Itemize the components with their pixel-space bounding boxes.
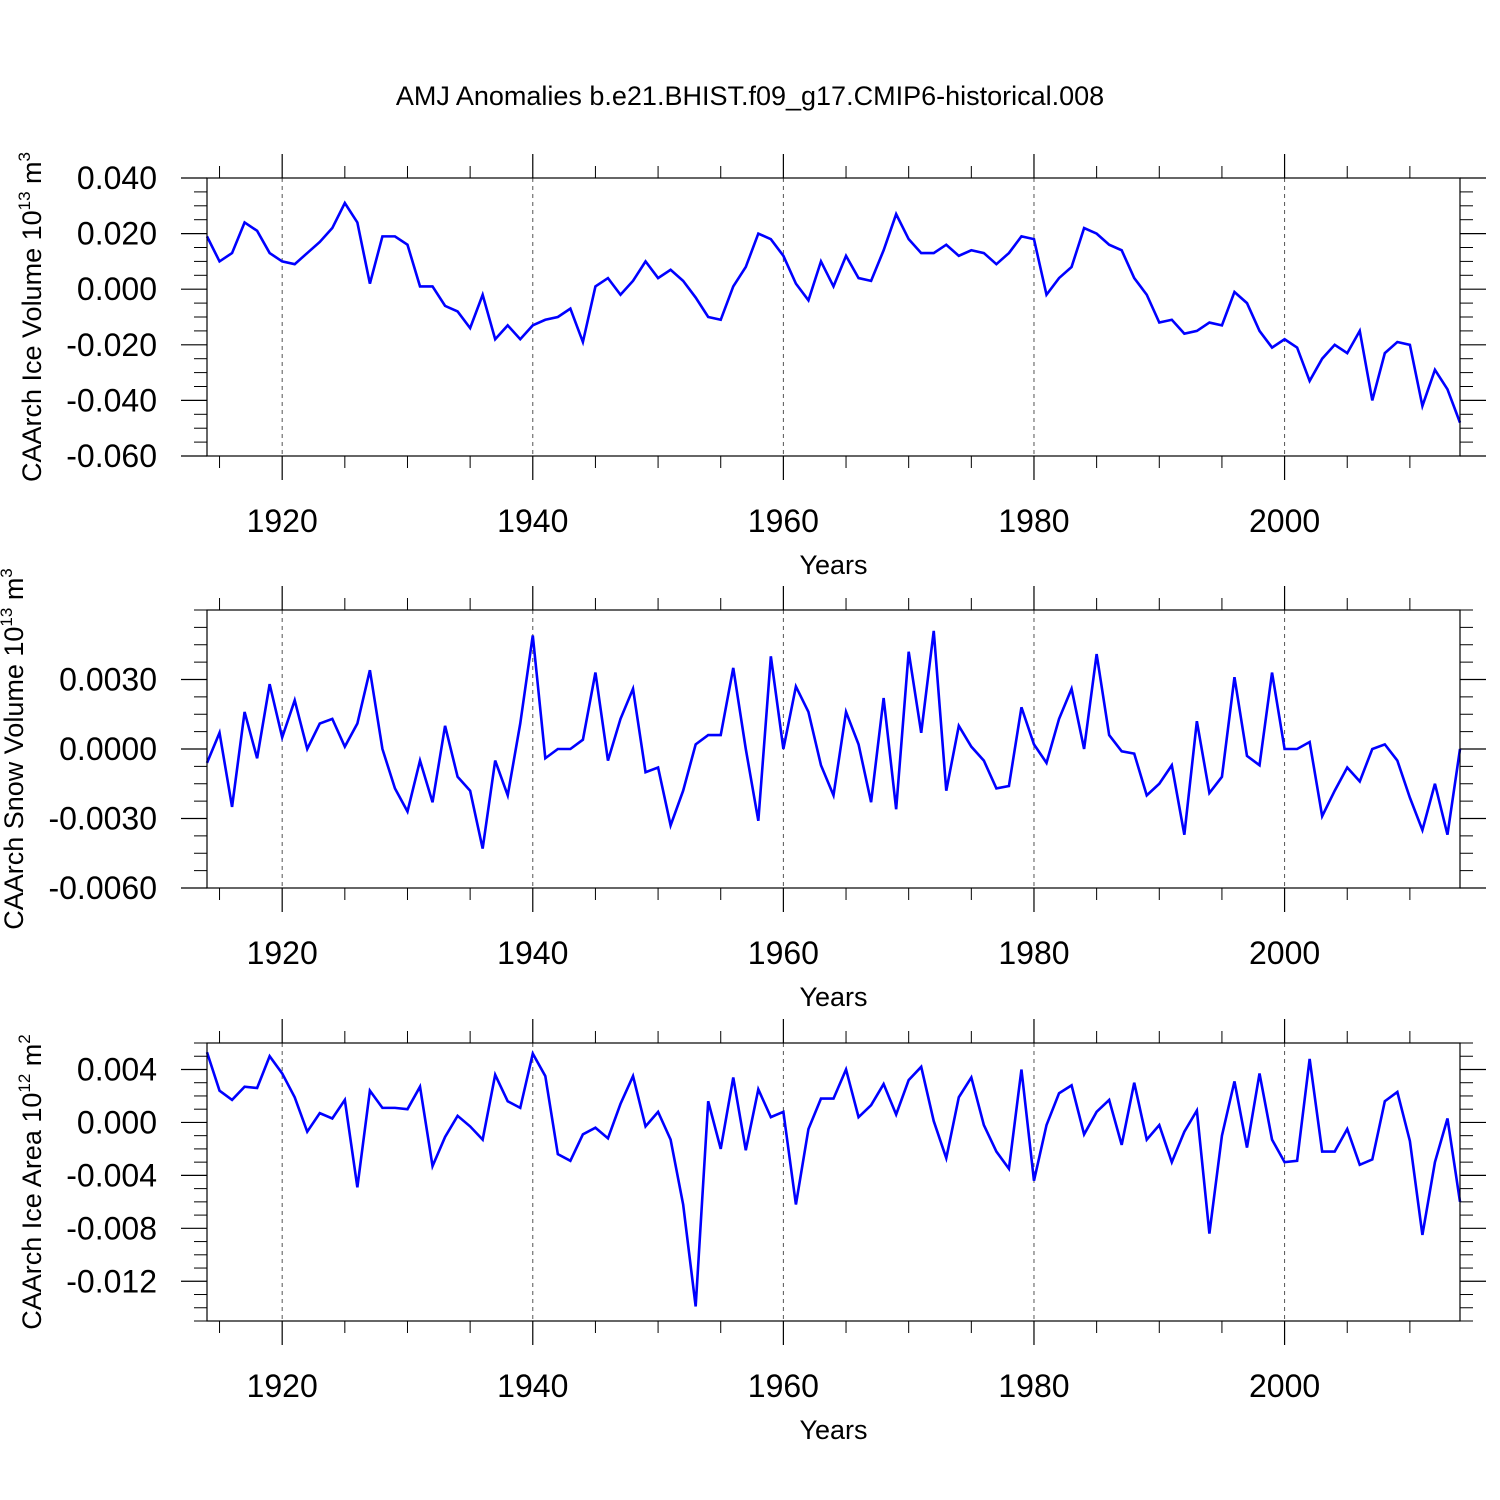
x-tick-label: 1980 (998, 935, 1069, 971)
x-tick-label: 1980 (998, 1368, 1069, 1404)
x-tick-label: 1920 (247, 1368, 318, 1404)
x-axis-label: Years (799, 1415, 867, 1445)
y-tick-label: 0.0030 (59, 662, 157, 698)
y-axis-label-text: CAArch Ice Volume 10 (17, 210, 47, 482)
x-tick-label: 1980 (998, 503, 1069, 539)
y-tick-label: -0.020 (66, 327, 157, 363)
x-tick-label: 1920 (247, 935, 318, 971)
y-tick-label: 0.040 (77, 160, 157, 196)
x-axis-label: Years (799, 982, 867, 1012)
y-tick-label: -0.008 (66, 1210, 157, 1246)
x-tick-label: 2000 (1249, 935, 1320, 971)
chart-panel-2: 0.0030 0.0000 -0.0030 -0.0060 1920 1940 1960 19… (0, 568, 1486, 1012)
y-tick-label: -0.0060 (48, 870, 157, 906)
y-axis-label: CAArch Ice Volume 1013 m3 (15, 152, 47, 482)
x-tick-label: 1960 (748, 503, 819, 539)
chart-panel-3: 0.004 0.000 -0.004 -0.008 -0.012 1920 1940 1960… (15, 1019, 1486, 1445)
figure-title: AMJ Anomalies b.e21.BHIST.f09_g17.CMIP6-… (396, 81, 1104, 111)
y-axis-label-unit: m (0, 578, 29, 608)
series-line (205, 200, 1462, 424)
y-axis-label-unit-exponent: 3 (15, 152, 34, 161)
y-tick-label: -0.012 (66, 1263, 157, 1299)
plot-frame (206, 1042, 1461, 1322)
y-axis-label-text: CAArch Snow Volume 10 (0, 627, 29, 930)
y-axis-label: CAArch Ice Area 1012 m2 (15, 1034, 47, 1330)
y-tick-label: 0.000 (77, 1104, 157, 1140)
y-axis-label-text: CAArch Ice Area 10 (17, 1093, 47, 1330)
plot-frame (206, 177, 1461, 457)
y-axis-label-unit-exponent: 2 (15, 1034, 34, 1043)
chart-panel-1: 0.040 0.020 0.000 -0.020 -0.040 -0.060 1920 194… (15, 152, 1486, 580)
y-axis-label-exponent: 13 (15, 191, 34, 210)
x-axis-label: Years (799, 550, 867, 580)
x-tick-label: 2000 (1249, 1368, 1320, 1404)
y-axis-label-unit-exponent: 3 (0, 568, 16, 577)
x-tick-label: 2000 (1249, 503, 1320, 539)
plot-frame (206, 609, 1461, 889)
y-axis-label: CAArch Snow Volume 1013 m3 (0, 568, 29, 930)
y-tick-label: 0.0000 (59, 731, 157, 767)
y-tick-label: -0.060 (66, 438, 157, 474)
x-tick-label: 1960 (748, 1368, 819, 1404)
x-tick-label: 1940 (497, 935, 568, 971)
y-axis-label-exponent: 13 (0, 608, 16, 627)
x-tick-label: 1960 (748, 935, 819, 971)
series-line (205, 630, 1462, 849)
y-tick-label: -0.040 (66, 382, 157, 418)
y-tick-label: -0.004 (66, 1157, 157, 1193)
y-axis-label-unit: m (17, 161, 47, 191)
y-tick-label: 0.004 (77, 1051, 157, 1087)
y-tick-label: 0.000 (77, 271, 157, 307)
y-axis-label-unit: m (17, 1044, 47, 1074)
series-line (205, 1050, 1462, 1307)
x-tick-label: 1940 (497, 503, 568, 539)
y-axis-label-exponent: 12 (15, 1074, 34, 1093)
y-tick-label: -0.0030 (48, 801, 157, 837)
x-tick-label: 1940 (497, 1368, 568, 1404)
x-tick-label: 1920 (247, 503, 318, 539)
y-tick-label: 0.020 (77, 216, 157, 252)
